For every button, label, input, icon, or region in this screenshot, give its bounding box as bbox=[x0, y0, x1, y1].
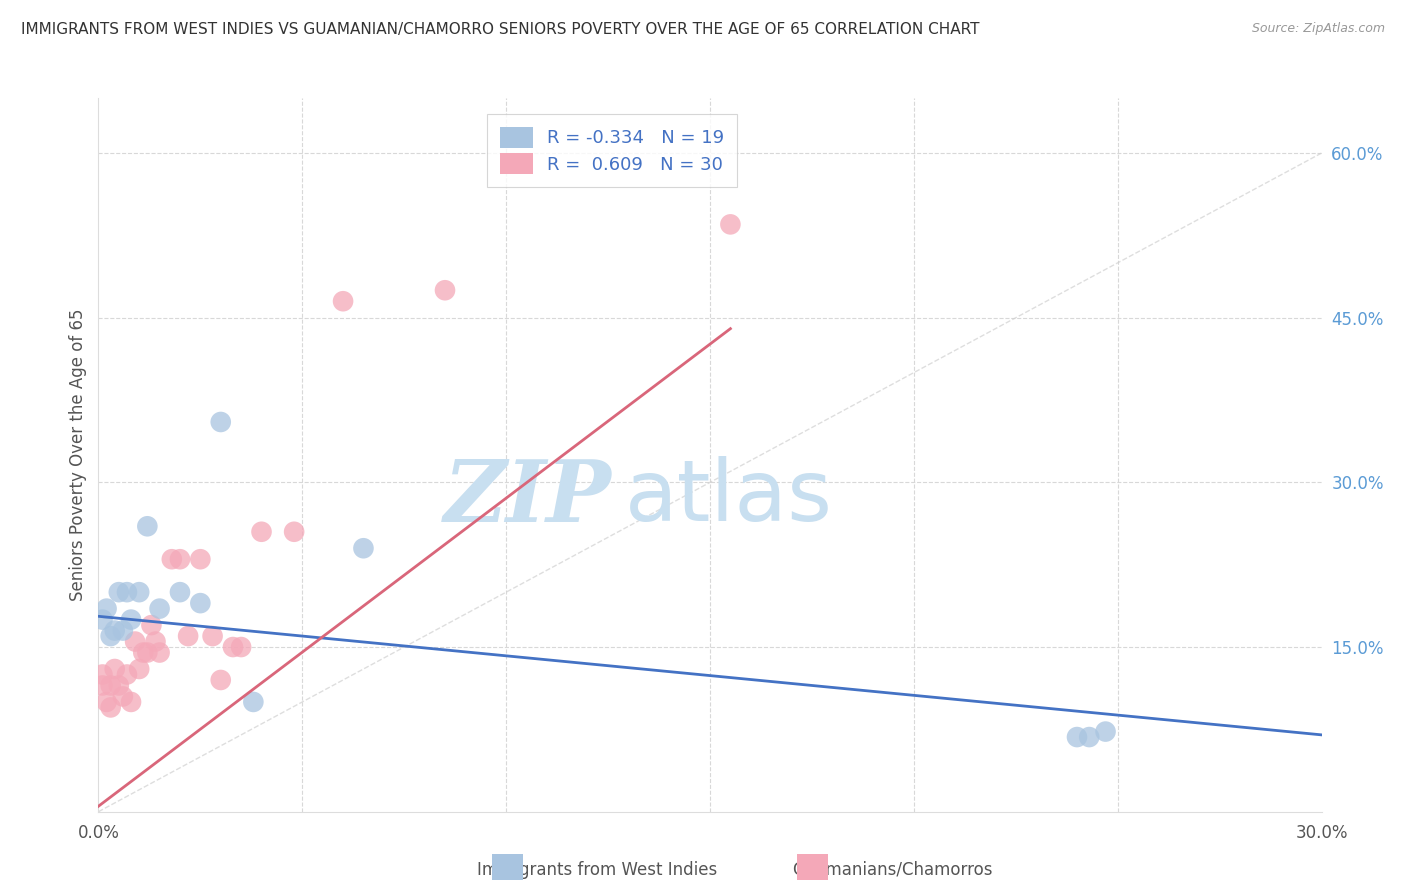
Point bbox=[111, 690, 134, 704]
Point bbox=[104, 624, 127, 638]
Point bbox=[209, 673, 232, 687]
Point bbox=[115, 667, 138, 681]
Point bbox=[108, 585, 131, 599]
Point bbox=[720, 218, 742, 232]
Text: Guamanians/Chamorros: Guamanians/Chamorros bbox=[793, 861, 993, 879]
Point bbox=[128, 585, 150, 599]
Point bbox=[201, 629, 224, 643]
Point bbox=[111, 624, 134, 638]
Point bbox=[169, 585, 191, 599]
Text: IMMIGRANTS FROM WEST INDIES VS GUAMANIAN/CHAMORRO SENIORS POVERTY OVER THE AGE O: IMMIGRANTS FROM WEST INDIES VS GUAMANIAN… bbox=[21, 22, 980, 37]
Point bbox=[115, 585, 138, 599]
Point bbox=[91, 667, 114, 681]
Text: Immigrants from West Indies: Immigrants from West Indies bbox=[478, 861, 717, 879]
Point bbox=[108, 678, 131, 692]
Point bbox=[352, 541, 374, 556]
Point bbox=[100, 629, 122, 643]
Point bbox=[104, 662, 127, 676]
Point bbox=[222, 640, 245, 654]
Text: atlas: atlas bbox=[624, 456, 832, 540]
Text: ZIP: ZIP bbox=[444, 456, 612, 540]
Point bbox=[169, 552, 191, 566]
Point bbox=[209, 415, 232, 429]
Point bbox=[188, 596, 212, 610]
Point bbox=[231, 640, 253, 654]
Point bbox=[283, 524, 305, 539]
Point bbox=[96, 601, 118, 615]
Point bbox=[177, 629, 200, 643]
Point bbox=[141, 618, 163, 632]
Point bbox=[250, 524, 273, 539]
Point bbox=[136, 646, 159, 660]
Point bbox=[136, 519, 159, 533]
Point bbox=[100, 700, 122, 714]
Point bbox=[242, 695, 264, 709]
Point bbox=[100, 678, 122, 692]
Point bbox=[1066, 730, 1088, 744]
Point bbox=[120, 695, 142, 709]
Point bbox=[124, 634, 146, 648]
Point bbox=[434, 283, 457, 297]
Point bbox=[1078, 730, 1101, 744]
Point bbox=[1094, 724, 1116, 739]
Text: Source: ZipAtlas.com: Source: ZipAtlas.com bbox=[1251, 22, 1385, 36]
Point bbox=[188, 552, 212, 566]
Point bbox=[96, 695, 118, 709]
Point bbox=[149, 601, 172, 615]
Point bbox=[332, 294, 354, 309]
Point bbox=[132, 646, 155, 660]
Point bbox=[145, 634, 167, 648]
Point bbox=[149, 646, 172, 660]
Point bbox=[120, 613, 142, 627]
Point bbox=[160, 552, 183, 566]
Point bbox=[91, 613, 114, 627]
Point bbox=[91, 678, 114, 692]
Legend: R = -0.334   N = 19, R =  0.609   N = 30: R = -0.334 N = 19, R = 0.609 N = 30 bbox=[488, 114, 737, 186]
Y-axis label: Seniors Poverty Over the Age of 65: Seniors Poverty Over the Age of 65 bbox=[69, 309, 87, 601]
Point bbox=[128, 662, 150, 676]
